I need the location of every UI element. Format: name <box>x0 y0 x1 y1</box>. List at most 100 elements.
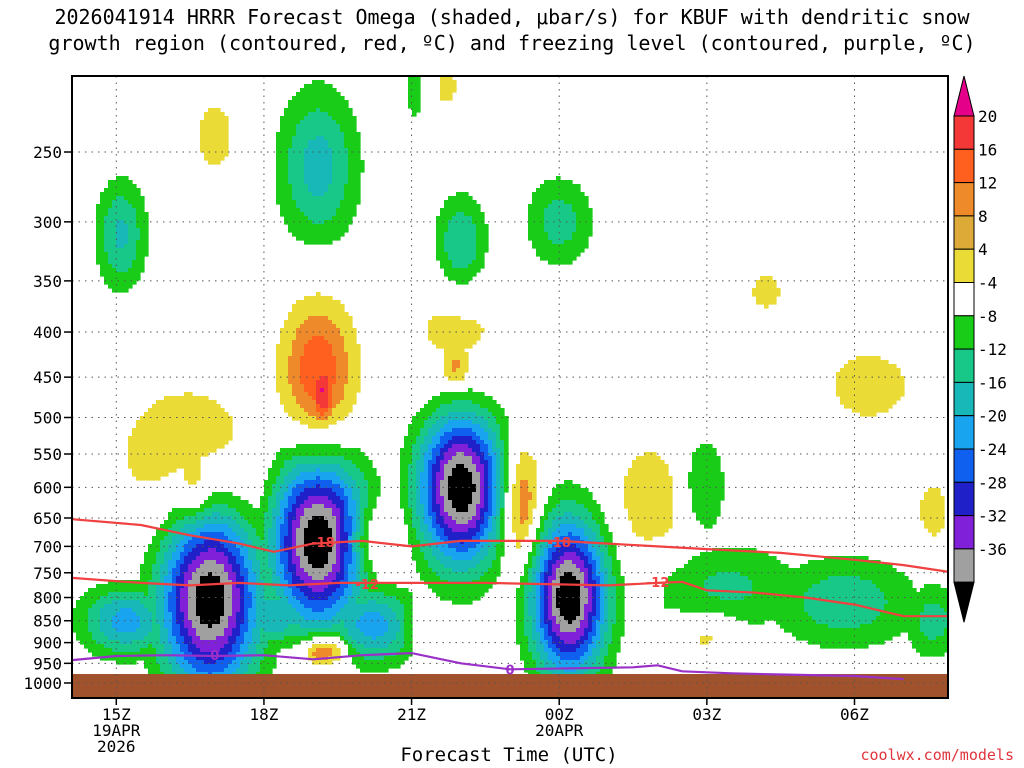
omega-cell <box>188 632 197 637</box>
omega-cell <box>344 552 353 557</box>
omega-cell <box>448 496 473 501</box>
omega-cell <box>536 564 541 569</box>
omega-cell <box>556 568 581 573</box>
omega-cell <box>552 572 557 577</box>
omega-cell <box>112 648 141 653</box>
omega-cell <box>192 576 201 581</box>
omega-cell <box>432 480 437 485</box>
omega-cell <box>100 612 117 617</box>
omega-cell <box>336 552 341 557</box>
omega-cell <box>168 600 177 605</box>
omega-cell <box>332 564 341 569</box>
omega-cell <box>248 612 257 617</box>
omega-cell <box>156 604 165 609</box>
omega-cell <box>188 592 197 597</box>
omega-cell <box>408 424 425 429</box>
omega-cell <box>136 208 145 213</box>
omega-cell <box>268 528 277 533</box>
omega-cell <box>236 508 269 513</box>
omega-cell <box>564 668 577 673</box>
omega-cell <box>236 620 245 625</box>
omega-cell <box>432 500 437 505</box>
omega-cell <box>188 564 201 569</box>
omega-cell <box>132 204 145 209</box>
omega-cell <box>288 104 349 109</box>
omega-cell <box>220 648 233 653</box>
omega-cell <box>356 568 361 573</box>
omega-cell <box>448 460 473 465</box>
omega-cell <box>164 648 173 653</box>
omega-cell <box>352 524 357 529</box>
omega-cell <box>412 448 421 453</box>
omega-cell <box>432 520 437 525</box>
omega-cell <box>516 612 525 617</box>
omega-cell <box>488 420 497 425</box>
omega-cell <box>284 516 289 521</box>
omega-cell <box>164 604 169 609</box>
omega-cell <box>692 468 721 473</box>
omega-cell <box>492 468 497 473</box>
omega-cell <box>428 484 433 489</box>
omega-cell <box>584 520 597 525</box>
omega-cell <box>312 504 325 509</box>
omega-cell <box>272 580 281 585</box>
omega-cell <box>328 316 353 321</box>
omega-cell <box>428 480 433 485</box>
omega-cell <box>116 268 129 273</box>
omega-cell <box>368 484 381 489</box>
omega-cell <box>544 664 557 669</box>
omega-cell <box>556 484 581 489</box>
omega-cell <box>400 624 405 629</box>
omega-cell <box>312 644 337 649</box>
omega-cell <box>544 612 549 617</box>
omega-cell <box>288 488 293 493</box>
omega-cell <box>128 444 225 449</box>
omega-cell <box>540 520 545 525</box>
omega-cell <box>312 516 325 521</box>
omega-cell <box>168 660 177 665</box>
omega-cell <box>604 660 617 665</box>
omega-cell <box>596 604 601 609</box>
omega-cell <box>480 488 485 493</box>
omega-cell <box>484 500 489 505</box>
x-tick-label: 15Z <box>102 705 131 724</box>
omega-cell <box>436 432 445 437</box>
omega-cell <box>384 656 409 661</box>
omega-cell <box>616 608 625 613</box>
omega-cell <box>172 580 177 585</box>
omega-cell <box>248 620 257 625</box>
omega-cell <box>432 412 449 417</box>
omega-cell <box>304 508 333 513</box>
omega-cell <box>604 564 613 569</box>
omega-cell <box>428 468 433 473</box>
omega-cell <box>540 536 545 541</box>
omega-cell <box>440 484 449 489</box>
omega-cell <box>548 652 557 657</box>
omega-cell <box>240 572 249 577</box>
omega-cell <box>524 668 537 673</box>
omega-cell <box>100 628 117 633</box>
omega-cell <box>288 360 301 365</box>
omega-cell <box>444 432 477 437</box>
omega-cell <box>240 552 249 557</box>
omega-cell <box>172 612 177 617</box>
colorbar-label: -12 <box>978 340 1007 359</box>
omega-cell <box>268 496 277 501</box>
omega-cell <box>324 220 353 225</box>
omega-cell <box>348 632 365 637</box>
omega-cell <box>280 400 297 405</box>
omega-cell <box>340 532 349 537</box>
omega-cell <box>556 576 561 581</box>
omega-cell <box>420 516 425 521</box>
omega-cell <box>408 492 417 497</box>
omega-cell <box>180 564 189 569</box>
omega-cell <box>340 516 345 521</box>
y-tick-label: 550 <box>33 445 62 464</box>
contour--18 <box>72 518 948 573</box>
omega-cell <box>544 620 553 625</box>
omega-cell <box>528 512 533 517</box>
omega-cell <box>692 500 721 505</box>
omega-cell <box>536 648 545 653</box>
omega-cell <box>276 352 293 357</box>
omega-cell <box>172 576 177 581</box>
